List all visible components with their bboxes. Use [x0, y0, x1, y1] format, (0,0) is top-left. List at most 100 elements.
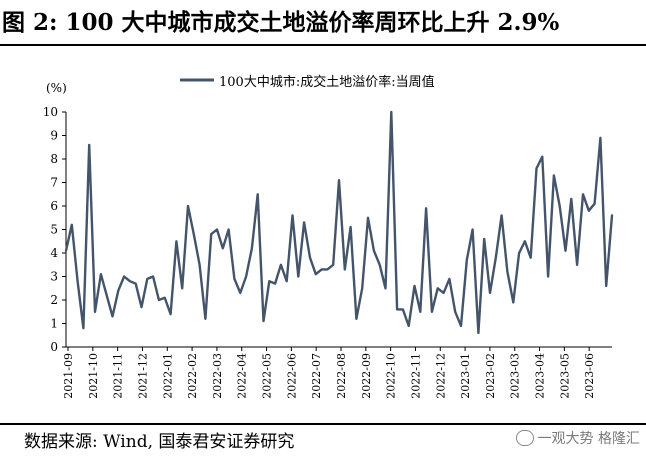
data-point	[390, 111, 393, 113]
data-point	[187, 205, 189, 207]
data-point	[297, 275, 300, 278]
y-tick-label: 0	[50, 340, 58, 354]
data-point	[489, 292, 491, 294]
data-point	[512, 301, 515, 304]
data-point	[181, 287, 183, 290]
data-point	[158, 299, 160, 301]
y-tick-label: 5	[50, 223, 58, 237]
data-point	[529, 256, 532, 259]
data-point	[274, 282, 276, 285]
data-point	[471, 228, 474, 231]
x-tick-label: 2022-01	[161, 353, 174, 399]
legend-label: 100大中城市:成交土地溢价率:当周值	[219, 74, 435, 90]
y-axis-unit: (%)	[46, 81, 67, 95]
x-tick-label: 2021-11	[112, 353, 125, 399]
y-tick-label: 8	[50, 152, 58, 166]
data-point	[332, 264, 335, 266]
data-point	[262, 320, 265, 322]
x-tick-label: 2023-06	[583, 353, 596, 399]
data-point	[268, 280, 271, 282]
data-point	[251, 247, 253, 250]
data-point	[256, 193, 259, 196]
data-point	[169, 313, 172, 315]
data-point	[553, 174, 555, 177]
source-note: 数据来源: Wind, 国泰君安证券研究	[24, 432, 295, 452]
data-point	[605, 285, 607, 287]
line-chart: 100大中城市:成交土地溢价率:当周值 (%) 0 1 2 3 4 5 6 7 8 9 10 202…	[43, 74, 614, 399]
watermark: 一观大势 格隆汇	[515, 428, 640, 448]
data-point	[152, 275, 154, 278]
x-tick-label: 2021-10	[87, 353, 100, 399]
y-tick-label: 9	[50, 129, 58, 143]
y-tick-label: 4	[50, 246, 58, 260]
data-point	[413, 285, 416, 287]
data-point	[547, 275, 549, 278]
data-point	[210, 233, 212, 235]
data-point	[483, 238, 486, 240]
data-point	[320, 268, 323, 271]
data-point	[524, 240, 526, 243]
data-point	[129, 280, 131, 282]
y-tick-label: 10	[43, 105, 58, 119]
data-point	[361, 287, 364, 290]
chart-title: 图 2: 100 大中城市成交土地溢价率周环比上升 2.9%	[2, 9, 560, 36]
data-point	[163, 296, 166, 299]
data-point	[349, 226, 352, 228]
x-tick-label: 2021-09	[62, 353, 75, 399]
data-point	[303, 221, 305, 224]
data-point	[245, 275, 247, 278]
data-point	[82, 327, 85, 330]
data-point	[407, 325, 410, 327]
x-tick-label: 2023-05	[558, 353, 571, 399]
data-point	[367, 217, 369, 219]
x-tick-label: 2022-04	[236, 353, 249, 399]
x-tick-label: 2023-04	[534, 353, 547, 399]
y-tick-label: 7	[50, 176, 58, 190]
data-point	[454, 311, 457, 313]
data-point	[222, 247, 224, 250]
x-tick-label: 2023-01	[459, 353, 472, 399]
data-point	[175, 240, 178, 243]
x-tick-label: 2022-09	[360, 353, 373, 399]
data-point	[140, 306, 143, 308]
data-point	[611, 214, 613, 217]
data-point	[204, 318, 207, 320]
data-point	[146, 278, 149, 280]
data-point	[495, 256, 497, 259]
x-tick-label: 2023-02	[484, 353, 497, 399]
data-point	[309, 256, 311, 259]
data-point	[71, 224, 73, 226]
footer-rule	[0, 423, 646, 425]
title-rule	[0, 44, 646, 46]
data-point	[599, 137, 602, 139]
data-point	[582, 193, 584, 196]
data-point	[326, 268, 329, 271]
data-point	[117, 289, 120, 292]
data-point	[123, 275, 125, 278]
x-tick-label: 2022-05	[261, 353, 274, 399]
data-point	[541, 155, 544, 158]
data-point	[373, 249, 375, 252]
x-tick-label: 2021-12	[136, 353, 149, 399]
data-point	[355, 318, 358, 320]
data-point	[448, 278, 451, 280]
data-point	[564, 249, 567, 252]
data-point	[105, 294, 108, 297]
x-tick-label: 2022-08	[335, 353, 348, 399]
data-point	[431, 311, 433, 313]
series-group	[64, 110, 614, 335]
data-point	[558, 205, 561, 207]
data-point	[500, 214, 503, 217]
data-point	[291, 214, 294, 217]
x-tick-label: 2022-06	[285, 353, 298, 399]
data-point	[477, 332, 480, 334]
data-point	[506, 271, 509, 273]
data-point	[193, 233, 195, 235]
x-ticks: 2021-09 2021-10 2021-11 2021-12 2022-01 2022-…	[62, 347, 596, 399]
data-point	[65, 249, 67, 252]
data-point	[134, 282, 137, 285]
x-tick-label: 2022-02	[186, 353, 199, 399]
series-line	[64, 110, 614, 335]
data-point	[227, 228, 230, 231]
data-point	[588, 209, 590, 212]
